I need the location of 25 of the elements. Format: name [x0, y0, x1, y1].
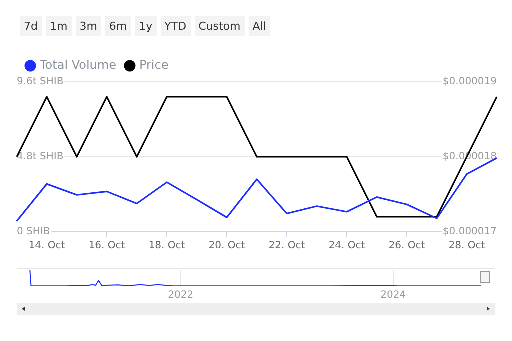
y2-tick-label: $0.000019 [442, 76, 497, 88]
y-tick-label: 9.6t SHIB [17, 76, 64, 88]
y-tick-label: 4.8t SHIB [17, 152, 64, 163]
x-tick-label: 24. Oct [328, 240, 366, 252]
x-tick-label: 14. Oct [28, 240, 66, 252]
text: 1y [135, 16, 157, 36]
x-tick-label: 28. Oct [448, 240, 486, 252]
x-tick-label: 22. Oct [268, 240, 306, 252]
text: Custom [194, 16, 245, 36]
y-tick-label: 0 SHIB [17, 226, 50, 238]
y2-tick-label: $0.000017 [442, 226, 497, 238]
x-tick-label: 2022 [168, 290, 194, 302]
text: 6m [105, 16, 132, 36]
x-tick-label: 2024 [380, 290, 406, 302]
text: 7d [20, 16, 42, 36]
legend-label: Price [139, 58, 169, 72]
text: 1m [46, 16, 72, 36]
x-tick-label: 26. Oct [388, 240, 426, 252]
legend-label: Total Volume [39, 58, 116, 72]
x-tick-label: 18. Oct [148, 240, 186, 252]
text: YTD [160, 16, 191, 36]
text: 3m [76, 16, 102, 36]
text: All [248, 16, 270, 36]
x-tick-label: 20. Oct [208, 240, 246, 252]
x-tick-label: 16. Oct [88, 240, 126, 252]
